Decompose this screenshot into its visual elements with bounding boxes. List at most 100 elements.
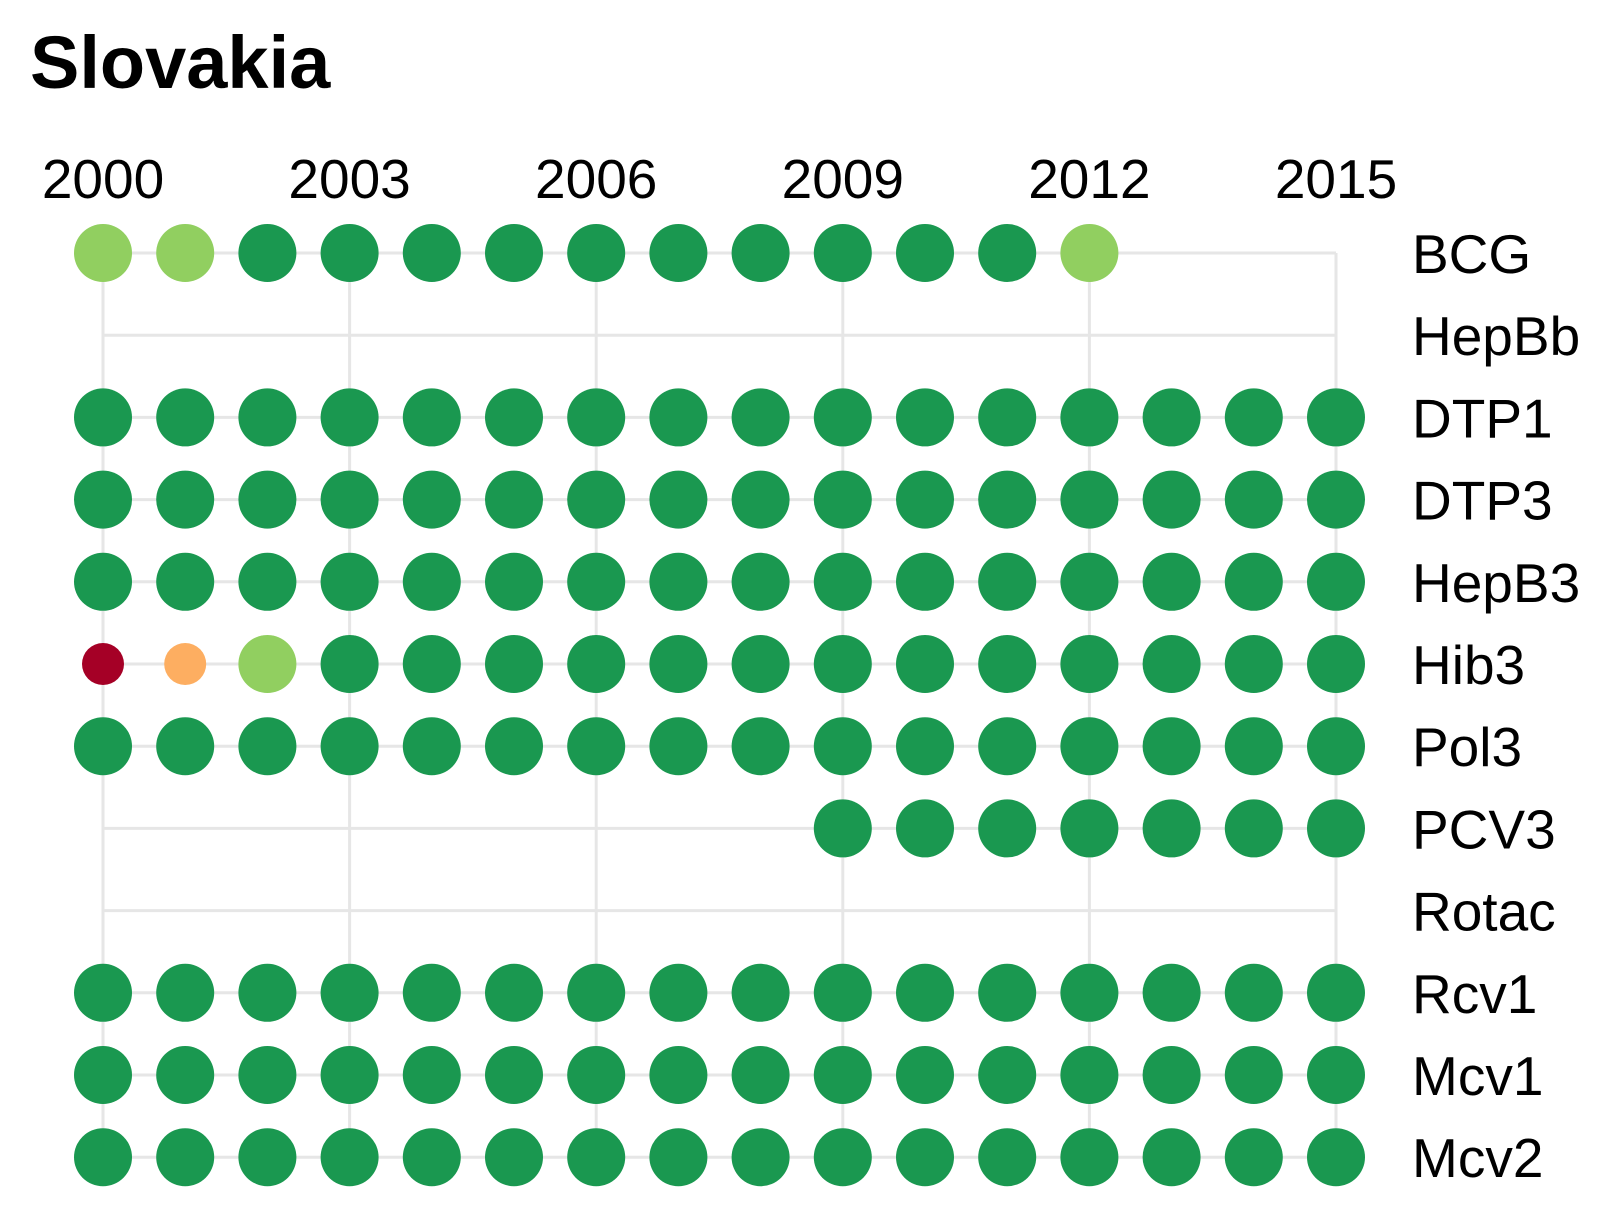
dot-rcv1-2005	[485, 963, 543, 1022]
dot-rcv1-2015	[1307, 963, 1365, 1022]
dot-bcg-2011	[978, 224, 1037, 282]
dot-bcg-2000	[74, 224, 132, 282]
dot-hib3-2011	[978, 635, 1037, 693]
dot-pcv3-2011	[978, 799, 1037, 858]
dot-hib3-2007	[649, 635, 708, 693]
dot-dtp3-2005	[485, 470, 543, 529]
dot-rcv1-2013	[1142, 963, 1201, 1022]
dot-hib3-2001	[164, 643, 207, 685]
dot-hib3-2009	[813, 635, 872, 693]
dot-bcg-2010	[896, 224, 954, 282]
dot-rcv1-2004	[402, 963, 461, 1022]
dot-bcg-2007	[649, 224, 708, 282]
dot-pcv3-2009	[813, 799, 872, 858]
dot-hib3-2006	[567, 635, 626, 693]
dot-mcv2-2002	[238, 1128, 297, 1187]
row-label-hib3: Hib3	[1412, 634, 1525, 696]
dot-rcv1-2007	[649, 963, 708, 1022]
dot-rcv1-2009	[813, 963, 872, 1022]
dot-bcg-2009	[813, 224, 872, 282]
dot-dtp3-2011	[978, 470, 1037, 529]
dot-hib3-2005	[485, 635, 543, 693]
dot-dtp1-2014	[1224, 388, 1283, 447]
dot-pol3-2012	[1060, 717, 1119, 776]
dot-rcv1-2002	[238, 963, 297, 1022]
dot-bcg-2012	[1060, 224, 1119, 282]
dot-rcv1-2012	[1060, 963, 1119, 1022]
dot-mcv1-2008	[731, 1046, 790, 1104]
row-label-dtp1: DTP1	[1412, 387, 1553, 449]
dot-pol3-2006	[567, 717, 626, 776]
dot-mcv1-2002	[238, 1046, 297, 1104]
dot-hepb3-2001	[156, 552, 215, 611]
x-tick-label-2009: 2009	[782, 148, 904, 210]
dot-mcv2-2003	[320, 1128, 379, 1187]
dot-mcv2-2010	[896, 1128, 954, 1187]
row-label-hepbb: HepBb	[1412, 305, 1580, 367]
dot-dtp1-2002	[238, 388, 297, 447]
dot-pol3-2001	[156, 717, 215, 776]
dot-rcv1-2001	[156, 963, 215, 1022]
dot-hib3-2015	[1307, 635, 1365, 693]
dot-mcv1-2007	[649, 1046, 708, 1104]
x-tick-label-2000: 2000	[42, 148, 164, 210]
dot-hib3-2008	[731, 635, 790, 693]
dot-pol3-2007	[649, 717, 708, 776]
dot-dtp3-2010	[896, 470, 954, 529]
row-label-mcv1: Mcv1	[1412, 1045, 1543, 1107]
dot-bcg-2002	[238, 224, 297, 282]
dot-mcv1-2001	[156, 1046, 215, 1104]
dot-dtp1-2003	[320, 388, 379, 447]
dot-hib3-2013	[1142, 635, 1201, 693]
dot-dtp3-2000	[74, 470, 132, 529]
row-label-pcv3: PCV3	[1412, 798, 1556, 860]
dot-dtp1-2015	[1307, 388, 1365, 447]
dot-mcv1-2000	[74, 1046, 132, 1104]
dot-hepb3-2000	[74, 552, 132, 611]
dot-mcv1-2004	[402, 1046, 461, 1104]
dot-mcv2-2015	[1307, 1128, 1365, 1187]
dot-dtp1-2013	[1142, 388, 1201, 447]
x-tick-label-2003: 2003	[288, 148, 410, 210]
dot-pol3-2015	[1307, 717, 1365, 776]
dot-pol3-2005	[485, 717, 543, 776]
dot-mcv2-2012	[1060, 1128, 1119, 1187]
dot-mcv1-2009	[813, 1046, 872, 1104]
dot-pcv3-2015	[1307, 799, 1365, 858]
dot-mcv2-2004	[402, 1128, 461, 1187]
dot-dtp3-2013	[1142, 470, 1201, 529]
dot-hepb3-2003	[320, 552, 379, 611]
dot-hepb3-2013	[1142, 552, 1201, 611]
dot-dtp1-2001	[156, 388, 215, 447]
dot-bcg-2004	[402, 224, 461, 282]
dot-hepb3-2009	[813, 552, 872, 611]
row-label-mcv2: Mcv2	[1412, 1127, 1543, 1189]
row-label-rcv1: Rcv1	[1412, 963, 1537, 1025]
dot-pol3-2008	[731, 717, 790, 776]
dot-dtp3-2002	[238, 470, 297, 529]
dot-rcv1-2000	[74, 963, 132, 1022]
x-axis-ticks: 2000 2003 2006 2009 2012 2015	[42, 148, 1397, 210]
dot-hib3-2014	[1224, 635, 1283, 693]
x-tick-label-2015: 2015	[1275, 148, 1397, 210]
dot-mcv2-2009	[813, 1128, 872, 1187]
dot-rcv1-2011	[978, 963, 1037, 1022]
dot-mcv1-2011	[978, 1046, 1037, 1104]
row-label-bcg: BCG	[1412, 223, 1531, 285]
dot-dtp1-2006	[567, 388, 626, 447]
dot-hepb3-2004	[402, 552, 461, 611]
dot-hepb3-2015	[1307, 552, 1365, 611]
chart-title: Slovakia	[30, 21, 331, 104]
dot-pol3-2009	[813, 717, 872, 776]
dot-bcg-2008	[731, 224, 790, 282]
dot-dtp3-2009	[813, 470, 872, 529]
dot-hepb3-2011	[978, 552, 1037, 611]
dot-mcv1-2003	[320, 1046, 379, 1104]
dot-dtp3-2014	[1224, 470, 1283, 529]
row-label-rotac: Rotac	[1412, 881, 1556, 943]
dot-rcv1-2014	[1224, 963, 1283, 1022]
dot-pcv3-2013	[1142, 799, 1201, 858]
dot-mcv1-2015	[1307, 1046, 1365, 1104]
